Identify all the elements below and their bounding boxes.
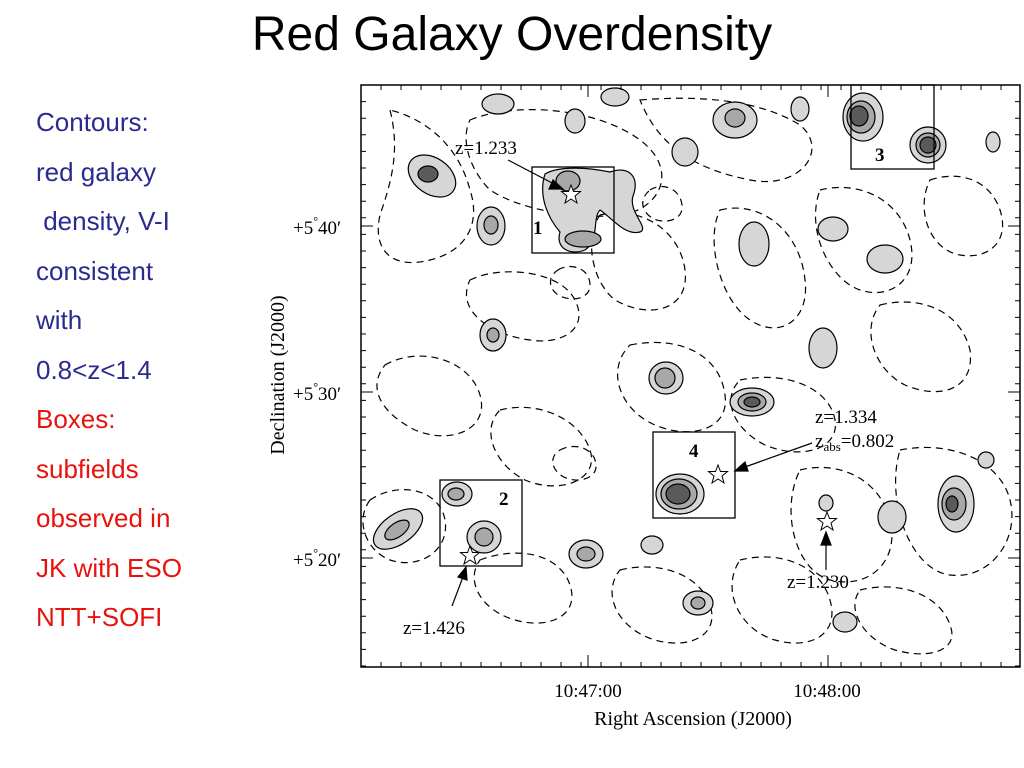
overdensity-blob [817, 216, 849, 242]
overdensity-blob [474, 527, 494, 547]
y-tick-label: +5°20′ [293, 546, 341, 571]
contours-line: consistent [36, 255, 154, 286]
overdensity-blob [977, 451, 995, 469]
overdensity-blob [985, 131, 1001, 153]
overdensity-blob [832, 611, 858, 633]
overdensity-blob [654, 367, 676, 389]
overdensity-blob [690, 596, 706, 610]
overdensity-blob [564, 108, 586, 134]
x-axis-label: Right Ascension (J2000) [594, 708, 792, 730]
overdensity-blob [447, 487, 465, 501]
x-tick-label: 10:47:00 [554, 681, 622, 702]
solid-contours [372, 87, 1001, 633]
boxes-line: NTT+SOFI [36, 602, 163, 632]
overdensity-blob [945, 495, 959, 513]
overdensity-blob [724, 108, 746, 128]
redshift-labels: z=1.233 z=1.426 z=1.334 zabs=0.802 z=1.2… [403, 138, 894, 639]
box-label-3: 3 [875, 145, 885, 166]
redshift-label-1233: z=1.233 [455, 138, 517, 159]
star-icon [459, 544, 481, 566]
contours-line: with [36, 305, 83, 335]
contours-line: Contours: [36, 107, 149, 137]
slide-title: Red Galaxy Overdensity [251, 8, 773, 61]
star-icon [707, 463, 729, 485]
side-caption: Contours: red galaxy density, V-I consis… [36, 98, 256, 643]
x-tick-label: 10:48:00 [793, 681, 861, 702]
subfield-box-1 [531, 166, 615, 254]
star-icon [560, 183, 582, 205]
overdensity-blob [417, 165, 439, 183]
box-label-4: 4 [689, 441, 699, 462]
overdensity-blob [849, 105, 869, 127]
contours-line: 0.8<z<1.4 [36, 354, 152, 385]
subfield-boxes [439, 84, 935, 567]
dashed-contours [362, 97, 1013, 655]
contours-line: red galaxy [36, 156, 156, 187]
overdensity-blob [483, 215, 499, 235]
boxes-line: Boxes: [36, 404, 116, 434]
overdensity-blob [790, 96, 810, 122]
redshift-label-1426: z=1.426 [403, 618, 465, 639]
overdensity-blob [866, 244, 904, 274]
overdensity-blob [486, 327, 500, 343]
plot-frame [360, 84, 1021, 668]
boxes-line: subfields [36, 453, 139, 484]
subfield-box-2 [439, 479, 523, 567]
y-axis-label: Declination (J2000) [267, 295, 289, 454]
overdensity-blob [808, 327, 838, 369]
contours-line: density, V-I [36, 206, 170, 236]
y-tick-label: +5°40′ [293, 214, 341, 239]
overdensity-blob [640, 535, 664, 555]
absorber-redshift-label: zabs=0.802 [815, 431, 894, 454]
box-label-1: 1 [533, 218, 543, 239]
star-icon [816, 510, 838, 532]
overdensity-blob [818, 494, 834, 512]
overdensity-blob [743, 396, 761, 408]
boxes-line: observed in [36, 503, 171, 533]
redshift-label-1230: z=1.230 [787, 572, 849, 593]
overdensity-blob [665, 483, 691, 505]
overdensity-blob [564, 230, 602, 248]
redshift-label-1334: z=1.334 [815, 407, 877, 428]
axis-ticks [361, 85, 1020, 667]
boxes-line: JK with ESO [36, 552, 182, 583]
overdensity-blob [384, 519, 410, 541]
redshift-arrows [451, 159, 832, 607]
overdensity-blob [481, 93, 515, 115]
overdensity-blob [600, 87, 630, 107]
box-label-2: 2 [499, 489, 509, 510]
overdensity-blob [877, 500, 907, 534]
overdensity-blob [671, 137, 699, 167]
source-stars [459, 183, 838, 566]
overdensity-blob [576, 546, 596, 562]
y-tick-label: +5°30′ [293, 380, 341, 405]
overdensity-blob [738, 221, 770, 267]
subfield-box-4 [652, 431, 736, 519]
overdensity-blob [919, 136, 937, 154]
